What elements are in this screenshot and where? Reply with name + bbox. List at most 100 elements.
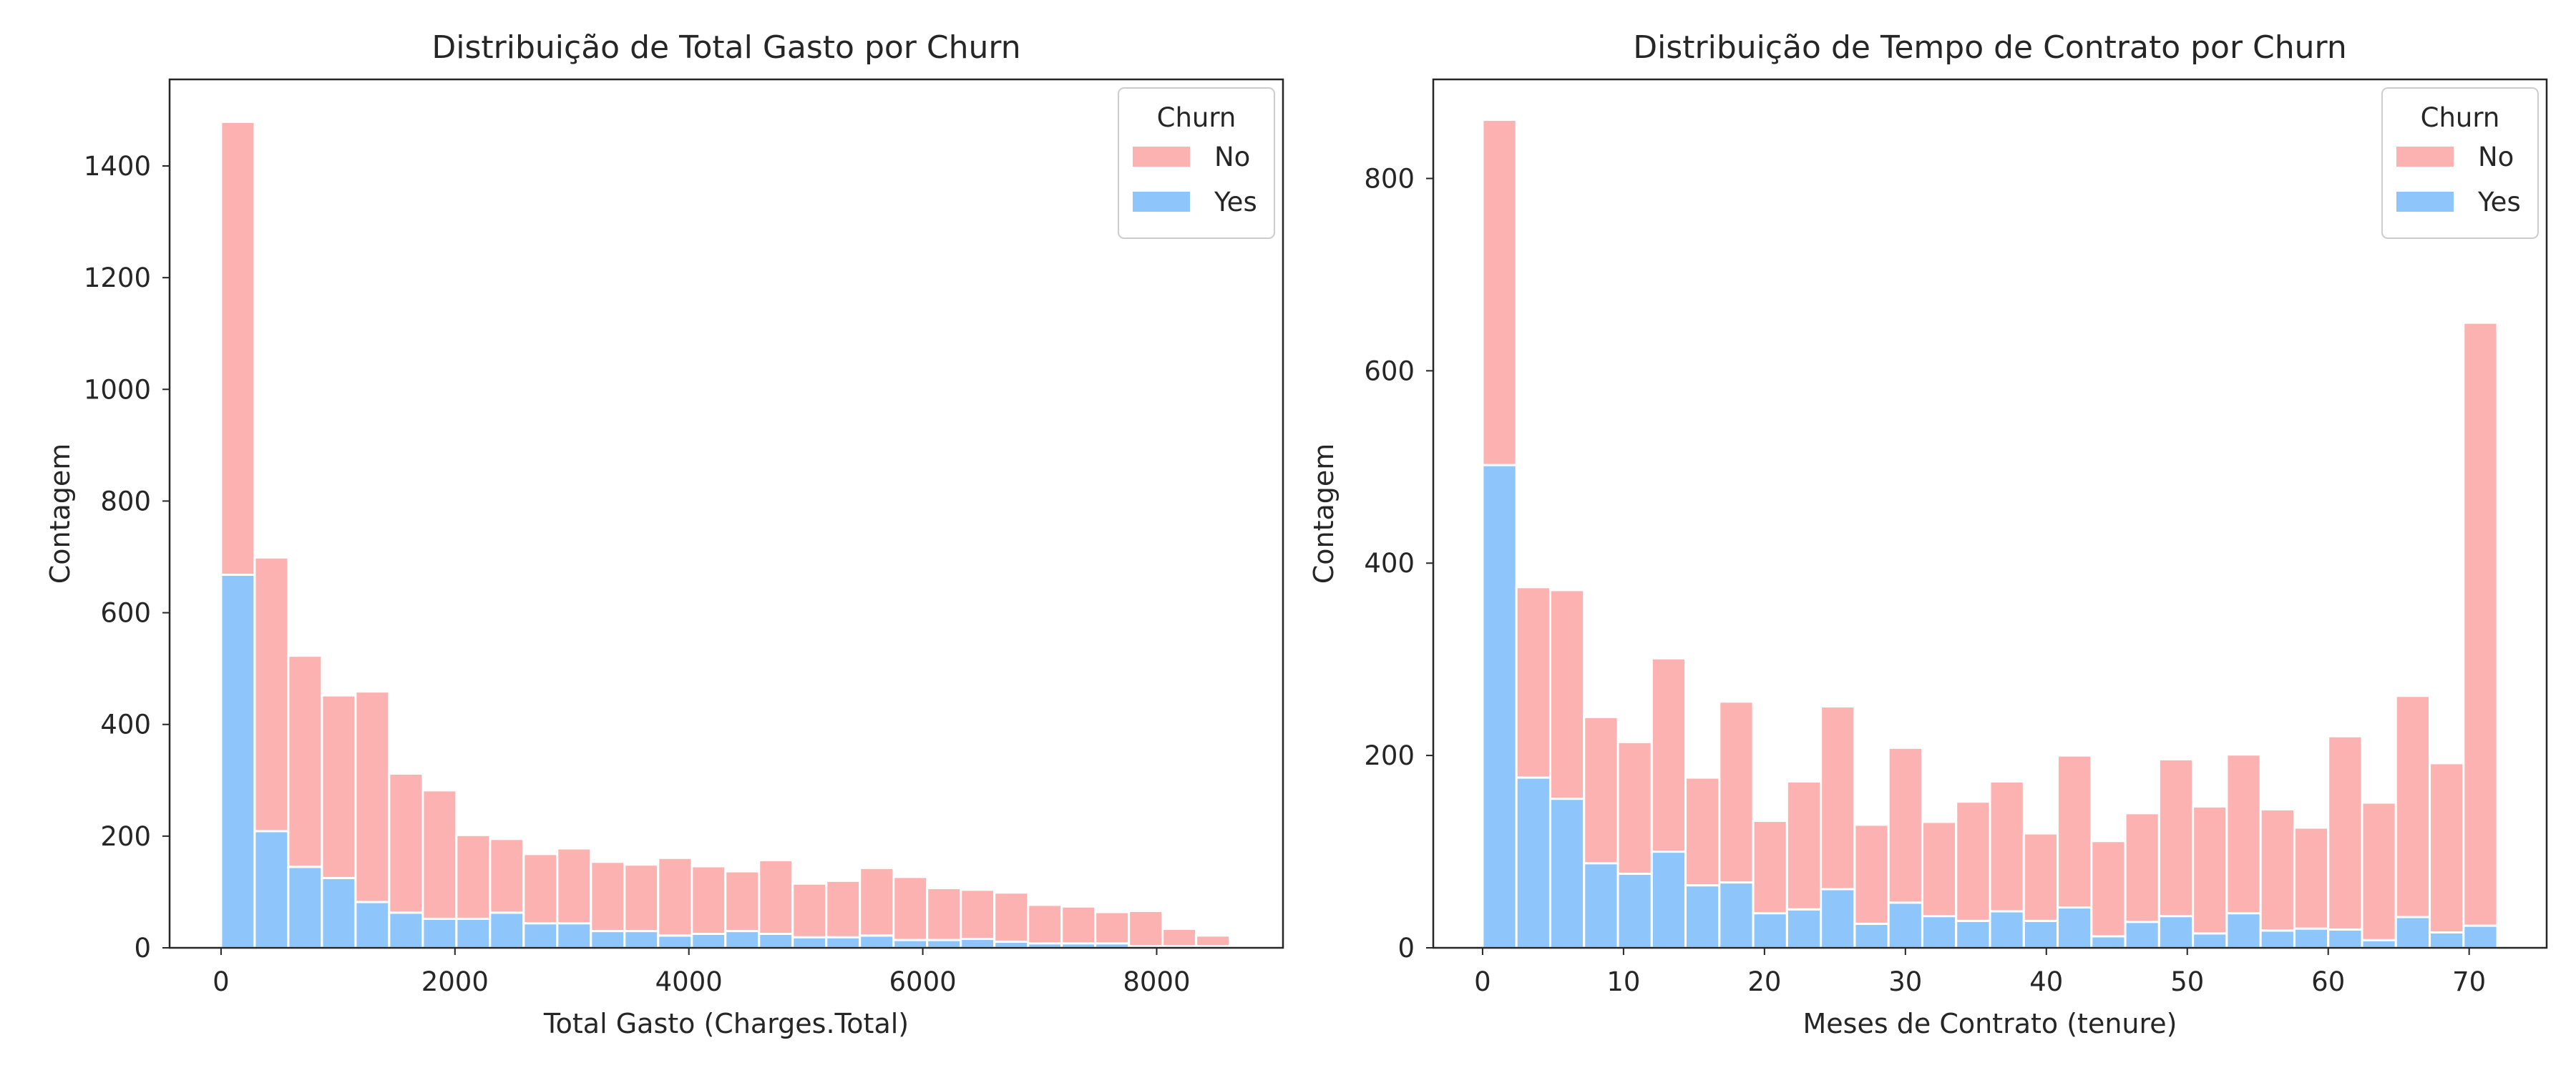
bar-no [1481,118,1518,466]
bar-yes [2090,935,2127,949]
y-tick-label: 200 [1364,740,1415,771]
y-tick-label: 600 [1364,356,1415,386]
bar-yes [354,901,391,949]
bar-no [489,838,525,914]
bar-no [1161,927,1198,948]
bar-yes [1650,851,1687,949]
y-axis-ticks: 0 200 400 600 800 1000 1200 1400 [84,151,170,964]
chart-title: Distribuição de Tempo de Contrato por Ch… [1633,29,2346,66]
bar-yes [1481,464,1518,949]
bar-no [1752,820,1788,915]
bar-no [1616,740,1653,875]
bar-yes [1785,908,1823,949]
y-tick-label: 1000 [84,374,151,405]
bar-yes [253,830,290,949]
bar-no [657,856,693,937]
x-axis-ticks: 0 2000 4000 6000 8000 [213,948,1191,997]
y-tick-label: 0 [134,933,151,964]
bar-yes [825,936,862,949]
bar-no [926,886,962,941]
bar-yes [321,876,357,949]
bar-yes [2225,912,2262,949]
bar-no [2090,840,2127,938]
bar-no [1650,657,1687,853]
bar-yes [1989,910,2025,949]
bar-yes [2124,921,2160,949]
x-tick-label: 2000 [421,966,489,997]
bar-yes [388,911,424,949]
bar-no [2394,695,2431,918]
y-tick-label: 800 [1364,163,1415,194]
bar-yes [2022,919,2059,949]
bar-no [522,853,559,925]
x-tick-label: 20 [1747,966,1781,997]
bar-no [724,870,761,933]
bar-no [1684,776,1721,887]
legend-swatch-no [2396,147,2454,167]
bar-yes [758,932,794,949]
bar-yes [691,932,727,949]
bar-no [287,655,323,868]
y-tick-label: 400 [100,710,151,740]
bar-no [1128,909,1164,948]
bar-no [2057,754,2093,909]
legend-swatch-yes [2396,192,2454,212]
bar-yes [2293,927,2330,949]
legend-title: Churn [2421,102,2500,133]
bar-no [253,556,290,833]
bar-yes [2429,931,2465,949]
legend-swatch-no [1133,147,1190,167]
bar-yes [421,917,458,949]
bar-no [1060,905,1097,945]
bar-yes [1921,915,1958,949]
bar-no [2293,826,2330,930]
bar-yes [892,939,929,949]
bar-yes [489,911,525,949]
bar-yes [859,934,895,949]
y-tick-label: 0 [1397,933,1415,964]
bar-yes [2462,924,2499,949]
bar-no [1027,903,1063,945]
bar-yes [960,938,996,949]
bar-no [321,694,357,879]
bar-yes [2361,939,2397,949]
bar-no [388,772,424,914]
bar-yes [1853,922,1890,949]
bar-no [1820,705,1856,891]
y-tick-label: 1400 [84,151,151,182]
chart-total-gasto: Distribuição de Total Gasto por Churn To… [44,29,1284,1039]
legend-label-no: No [1214,142,1250,172]
x-tick-label: 6000 [889,966,957,997]
bar-yes [724,930,761,949]
bar-no [2124,812,2160,923]
bar-yes [1955,919,1991,949]
x-tick-label: 0 [1474,966,1491,997]
legend-swatch-yes [1133,192,1190,212]
bar-yes [287,866,323,949]
bar-no [354,690,391,903]
bar-no [2429,762,2465,934]
legend-label-no: No [2478,142,2514,172]
bar-no [2022,832,2059,922]
bar-yes [1752,912,1788,949]
bar-yes [220,573,256,949]
bar-no [1718,700,1755,884]
y-tick-label: 1200 [84,263,151,293]
legend: Churn No Yes [2381,87,2539,239]
bar-yes [2157,915,2195,949]
x-tick-label: 4000 [655,966,723,997]
bar-yes [926,939,962,949]
bar-no [1583,715,1619,865]
bar-no [2327,735,2363,931]
bar-no [2361,801,2397,941]
x-tick-label: 70 [2452,966,2486,997]
bar-no [556,847,592,925]
bar-no [1989,780,2025,913]
bar-no [1094,911,1131,945]
y-tick-label: 200 [100,821,151,852]
bar-no [993,891,1030,943]
bar-no [2192,805,2228,935]
bar-no [859,866,895,937]
bar-yes [2057,906,2093,949]
bar-no [791,882,828,939]
